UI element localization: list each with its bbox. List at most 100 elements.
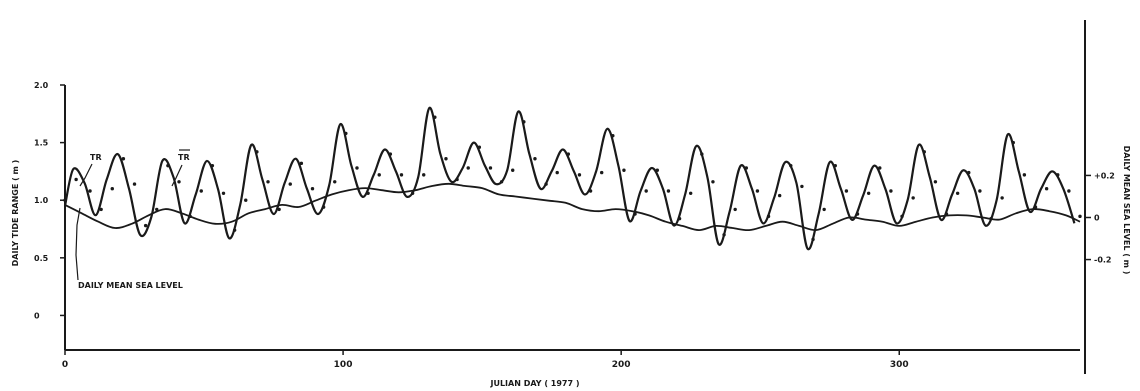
y-left-tick-label: 1.0 [34,196,49,205]
series-point [756,189,759,192]
y-axis-right-label: DAILY MEAN SEA LEVEL ( m ) [1122,146,1131,275]
x-tick-label: 100 [334,360,353,370]
series-point [667,189,670,192]
series-point [144,224,147,227]
y-right-tick-label: +0.2 [1094,171,1115,180]
series-point [333,180,336,183]
series-point [711,180,714,183]
series-point [378,173,381,176]
series-point [222,192,225,195]
series-point [289,182,292,185]
series-point [611,134,614,137]
series-point [244,199,247,202]
series-point [745,166,748,169]
series-point [878,166,881,169]
series-point [111,187,114,190]
series-point [1078,215,1081,218]
series-tr [65,108,1074,250]
series-point [400,173,403,176]
series-point [1012,141,1015,144]
series-point [978,189,981,192]
series-point [600,171,603,174]
series-point [956,192,959,195]
chart-ticks: 0 100 200 300 0 0.5 1.0 1.5 2.0 +0.2 0 -0.2 [34,81,1115,370]
series-point [422,173,425,176]
series-point [133,182,136,185]
series-point [622,169,625,172]
series-point [811,238,814,241]
series-point [266,180,269,183]
annotation-mean-sea-level-pointer [76,208,80,280]
chart-axes [65,20,1085,374]
series-point [1045,187,1048,190]
y-right-tick-label: 0 [1094,214,1100,223]
series-point [411,192,414,195]
series-point [211,164,214,167]
series-point [845,189,848,192]
series-point [366,192,369,195]
series-point [478,146,481,149]
series-point [934,180,937,183]
series-point [433,116,436,119]
series-point [444,157,447,160]
series-point [1000,196,1003,199]
y-left-tick-label: 2.0 [34,81,49,90]
y-left-tick-label: 1.5 [34,139,49,148]
series-point [1056,173,1059,176]
series-point [233,228,236,231]
series-point [567,152,570,155]
series-point [177,180,180,183]
series-point [74,178,77,181]
series-point [644,189,647,192]
series-point [500,180,503,183]
y-right-tick-label: -0.2 [1094,256,1112,265]
series-point [900,215,903,218]
series-point [344,132,347,135]
series-point [578,173,581,176]
series-point [522,120,525,123]
series-point [166,164,169,167]
series-mean-sea-level [65,184,1080,230]
series-point [277,208,280,211]
series-point [122,157,125,160]
x-tick-label: 300 [890,360,909,370]
series-point [322,205,325,208]
chart-series [63,108,1081,250]
series-point [533,157,536,160]
series-point [656,169,659,172]
series-point [589,189,592,192]
series-point [99,208,102,211]
series-point [455,178,458,181]
annotation-tr: TR [90,153,102,162]
series-point [967,171,970,174]
series-point [311,187,314,190]
series-point [255,150,258,153]
series-point [489,166,492,169]
series-point [733,208,736,211]
series-point [911,196,914,199]
series-point [300,162,303,165]
series-point [1023,173,1026,176]
x-axis-label: JULIAN DAY ( 1977 ) [489,379,579,388]
series-point [63,199,66,202]
series-point [700,152,703,155]
series-point [867,192,870,195]
series-point [355,166,358,169]
annotation-tr-mean: TR [178,153,190,162]
series-point [556,171,559,174]
series-point [544,182,547,185]
series-point [800,185,803,188]
y-left-tick-label: 0 [34,311,40,320]
series-point [856,212,859,215]
y-left-tick-label: 0.5 [34,254,49,263]
series-point [778,194,781,197]
y-axis-left-label: DAILY TIDE RANGE ( m ) [11,160,20,267]
annotation-mean-sea-level: DAILY MEAN SEA LEVEL [78,281,183,290]
series-point [689,192,692,195]
series-point [200,189,203,192]
series-point [389,152,392,155]
series-point [722,233,725,236]
series-point [923,150,926,153]
series-point [789,164,792,167]
